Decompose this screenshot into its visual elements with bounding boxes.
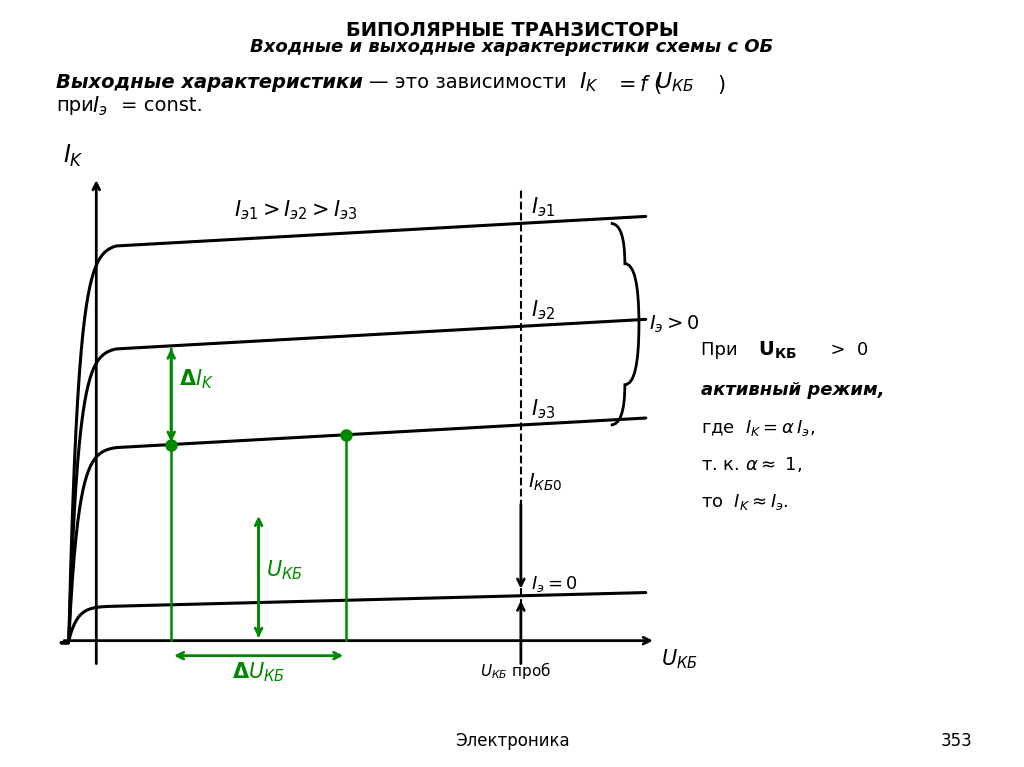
Text: $\mathit{I_э=0}$: $\mathit{I_э=0}$ <box>530 574 578 594</box>
Text: $\boldsymbol{I_K}$: $\boldsymbol{I_K}$ <box>63 143 84 169</box>
Text: $\boldsymbol{\Delta I_K}$: $\boldsymbol{\Delta I_K}$ <box>179 367 214 391</box>
Text: $\boldsymbol{\Delta U_{КБ}}$: $\boldsymbol{\Delta U_{КБ}}$ <box>232 660 285 683</box>
Text: При: При <box>701 341 756 359</box>
Text: $\boldsymbol{I_э}$: $\boldsymbol{I_э}$ <box>92 94 108 118</box>
Text: где  $\mathit{I_K = \alpha\, I_э}$,: где $\mathit{I_K = \alpha\, I_э}$, <box>701 418 815 438</box>
Text: $\mathit{I_{э1} > I_{э2} > I_{э3}}$: $\mathit{I_{э1} > I_{э2} > I_{э3}}$ <box>234 199 357 222</box>
Text: $\boldsymbol{U_{КБ}}$: $\boldsymbol{U_{КБ}}$ <box>655 71 694 94</box>
Text: т. к. $\mathit{\alpha \approx}$ 1,: т. к. $\mathit{\alpha \approx}$ 1, <box>701 455 803 474</box>
Text: $\boldsymbol{U_{КБ}}$: $\boldsymbol{U_{КБ}}$ <box>660 647 697 670</box>
Text: $\mathbf{U_{КБ}}$: $\mathbf{U_{КБ}}$ <box>758 340 797 361</box>
Text: Выходные характеристики: Выходные характеристики <box>56 73 364 92</box>
Text: Входные и выходные характеристики схемы с ОБ: Входные и выходные характеристики схемы … <box>251 38 773 56</box>
Text: $= f\ ($: $= f\ ($ <box>614 73 663 96</box>
Text: $U_{КБ}$ проб: $U_{КБ}$ проб <box>480 660 551 681</box>
Text: $\mathit{I_э > 0}$: $\mathit{I_э > 0}$ <box>649 314 699 335</box>
Text: БИПОЛЯРНЫЕ ТРАНЗИСТОРЫ: БИПОЛЯРНЫЕ ТРАНЗИСТОРЫ <box>345 21 679 41</box>
Text: активный режим,: активный режим, <box>701 381 885 399</box>
Text: $\boldsymbol{I_K}$: $\boldsymbol{I_K}$ <box>579 71 598 94</box>
Text: 353: 353 <box>941 732 973 750</box>
Text: $\boldsymbol{I_{КБ0}}$: $\boldsymbol{I_{КБ0}}$ <box>528 472 563 493</box>
Text: $\boldsymbol{U_{КБ}}$: $\boldsymbol{U_{КБ}}$ <box>266 558 303 582</box>
Text: $)$: $)$ <box>717 73 725 96</box>
Text: $\mathit{I_{э3}}$: $\mathit{I_{э3}}$ <box>530 397 555 420</box>
Text: при: при <box>56 96 94 115</box>
Text: — это зависимости: — это зависимости <box>369 73 566 92</box>
Text: $\mathit{I_{э1}}$: $\mathit{I_{э1}}$ <box>530 196 555 219</box>
Text: то  $\mathit{I_K \approx I_э}$.: то $\mathit{I_K \approx I_э}$. <box>701 492 790 512</box>
Text: >  0: > 0 <box>819 341 868 359</box>
Text: $\mathit{I_{э2}}$: $\mathit{I_{э2}}$ <box>530 298 555 322</box>
Text: Электроника: Электроника <box>455 732 569 750</box>
Text: = const.: = const. <box>121 96 203 115</box>
